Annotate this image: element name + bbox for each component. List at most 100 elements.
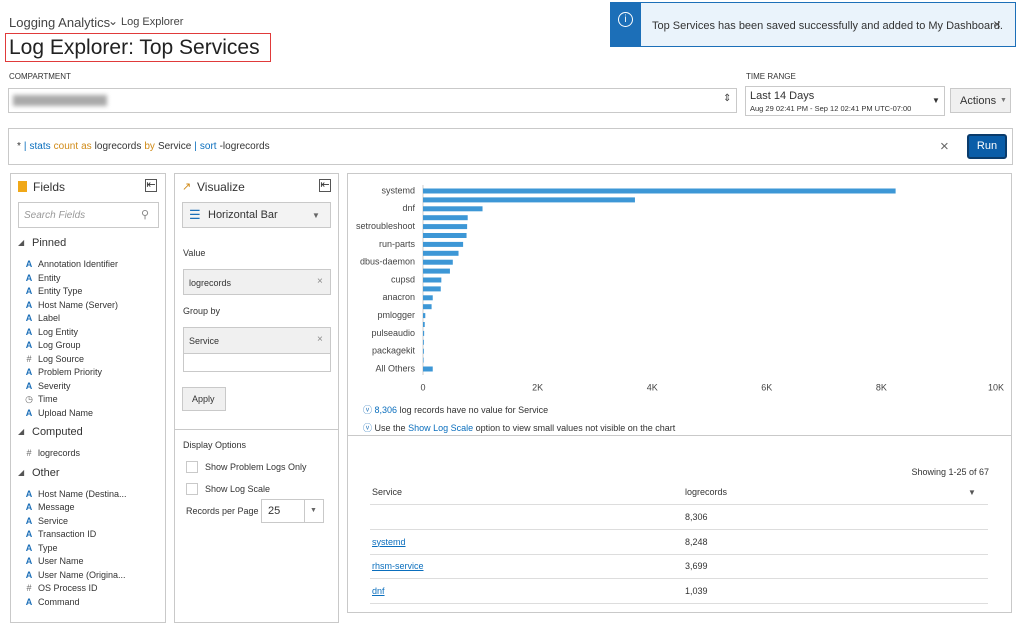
remove-field[interactable]: × <box>317 334 323 345</box>
chevron: ⌄ <box>108 14 119 28</box>
field[interactable]: Log Group <box>38 340 81 350</box>
search-placeholder: Search Fields <box>24 210 86 221</box>
field[interactable]: User Name <box>38 556 84 566</box>
checkbox[interactable] <box>186 461 198 473</box>
field[interactable]: Type <box>38 542 58 553</box>
y-tick-label: dbus-daemon <box>360 257 415 267</box>
cell: 8,248 <box>685 536 708 547</box>
x-tick-label: 10K <box>988 382 1004 392</box>
remove-field[interactable]: × <box>317 276 323 287</box>
field[interactable]: Message <box>38 502 75 512</box>
group-name: Other <box>32 466 60 479</box>
bar <box>423 357 424 363</box>
apply-button[interactable]: Apply <box>182 387 226 411</box>
sort-arrow[interactable]: ▼ <box>968 488 976 497</box>
query-token: * <box>17 141 21 152</box>
collapse-icon[interactable]: ⇤ <box>145 179 157 192</box>
service-link[interactable]: dnf <box>372 585 385 596</box>
field[interactable]: Host Name (Destina... <box>38 488 127 499</box>
query-token: count <box>53 141 79 152</box>
field[interactable]: Transaction ID <box>38 529 97 539</box>
query-token: by <box>144 141 155 152</box>
chart-type-select[interactable]: ☰ Horizontal Bar ▼ <box>182 202 331 228</box>
blurred-value <box>13 95 107 106</box>
field-type-icon: A <box>25 529 33 539</box>
missing-count[interactable]: 8,306 <box>374 405 398 415</box>
bar <box>423 259 453 265</box>
group-toggle[interactable]: ◢ <box>18 427 25 436</box>
group-toggle[interactable]: ◢ <box>18 467 25 477</box>
checkbox[interactable] <box>186 483 198 495</box>
field[interactable]: Annotation Identifier <box>38 259 119 269</box>
run-button[interactable]: Run <box>967 134 1007 159</box>
bar <box>423 286 441 292</box>
actions-button[interactable]: Actions ▼ <box>950 88 1011 113</box>
field[interactable]: Log Source <box>38 353 85 364</box>
field[interactable]: Command <box>38 596 80 607</box>
row-divider <box>370 529 988 530</box>
query-token: Service <box>157 141 192 152</box>
bar <box>423 250 459 256</box>
select-arrows: ⇕ <box>723 93 732 104</box>
field-type-icon: A <box>25 515 33 526</box>
value-field[interactable]: logrecords × <box>183 269 331 295</box>
note-missing: ⓥ 8,306 log records have no value for Se… <box>363 405 549 415</box>
field[interactable]: Entity <box>38 272 61 283</box>
field-type-icon: A <box>25 502 33 512</box>
field[interactable]: Label <box>38 313 61 323</box>
log-scale-link[interactable]: Show Log Scale <box>408 423 474 433</box>
field[interactable]: OS Process ID <box>38 583 98 593</box>
field-type-icon: # <box>26 448 32 458</box>
field[interactable]: Time <box>38 394 58 404</box>
info-icon: i <box>618 12 633 27</box>
y-tick-label: pulseaudio <box>371 328 415 338</box>
field[interactable]: Upload Name <box>38 407 94 418</box>
query-token: as <box>81 141 92 152</box>
time-range-select[interactable]: Last 14 Days Aug 29 02:41 PM - Sep 12 02… <box>745 86 945 116</box>
separator <box>175 429 338 430</box>
group-by-area[interactable]: Service × <box>183 327 331 372</box>
field[interactable]: Problem Priority <box>38 367 103 377</box>
field[interactable]: logrecords <box>38 448 81 458</box>
y-tick-label: packagekit <box>372 346 416 356</box>
row-divider <box>370 504 988 505</box>
y-tick-label: pmlogger <box>377 310 415 320</box>
dropdown-arrow: ▼ <box>1000 97 1007 104</box>
field[interactable]: Severity <box>38 380 71 391</box>
breadcrumb-current: Log Explorer <box>121 16 184 28</box>
column-header[interactable]: Service <box>372 487 403 497</box>
bar <box>423 313 426 319</box>
compartment-select[interactable]: ⇕ <box>8 88 737 113</box>
records-per-page-select[interactable]: 25 ▼ <box>261 499 324 523</box>
field-type-icon: A <box>25 340 33 350</box>
cell: 1,039 <box>685 585 708 596</box>
query-bar[interactable]: * | stats count as logrecords by Service | sort -l… <box>8 128 1013 165</box>
field[interactable]: Host Name (Server) <box>38 299 119 310</box>
bar <box>423 322 425 327</box>
dropdown-arrow: ▼ <box>932 96 940 105</box>
y-tick-label: systemd <box>381 185 415 195</box>
field[interactable]: Service <box>38 515 69 526</box>
field[interactable]: Entity Type <box>38 286 83 296</box>
column-header[interactable]: logrecords <box>685 487 728 497</box>
group-toggle[interactable]: ◢ <box>18 238 25 247</box>
field[interactable]: User Name (Origina... <box>38 569 126 580</box>
title-highlight <box>5 33 271 62</box>
field[interactable]: Log Entity <box>38 326 79 337</box>
visualize-title: Visualize <box>197 180 245 194</box>
option-label: Show Log Scale <box>205 484 271 494</box>
query-token: stats <box>29 141 51 152</box>
group-name: Computed <box>32 426 83 438</box>
chart-type: Horizontal Bar <box>208 209 278 221</box>
chart: 0 2K 4K 6K 8K 10K systemd dnf setroubleshoot run-… <box>356 185 1004 392</box>
service-link[interactable]: rhsm-service <box>372 561 424 571</box>
service-link[interactable]: systemd <box>372 536 406 547</box>
breadcrumb-root[interactable]: Logging Analytics <box>9 15 111 30</box>
query-token: -logrecords <box>219 141 270 152</box>
clear-query[interactable]: × <box>940 138 949 155</box>
search-fields[interactable]: Search Fields ⚲ <box>18 202 159 228</box>
collapse-icon[interactable]: ⇤ <box>319 179 331 192</box>
dropdown-arrow: ▼ <box>312 211 320 220</box>
bar <box>423 224 468 230</box>
close-notification[interactable]: × <box>993 16 1002 32</box>
